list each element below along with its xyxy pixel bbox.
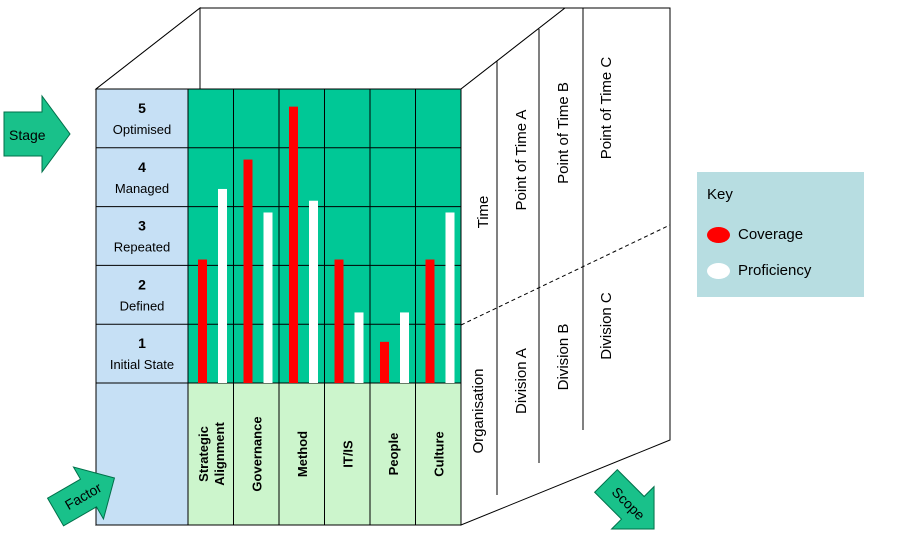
stage-number: 2 (138, 276, 146, 292)
stage-name: Repeated (114, 240, 170, 255)
stage-number: 4 (138, 159, 146, 175)
factor-cell (233, 382, 280, 526)
stage-name: Initial State (110, 357, 174, 372)
stage-column (95, 88, 189, 384)
coverage-bar (198, 259, 207, 383)
coverage-swatch (707, 226, 730, 243)
factor-arrow: Factor (46, 466, 116, 527)
key-title: Key (707, 186, 733, 203)
factor-cell (187, 382, 234, 526)
organisation-header: Organisation (470, 368, 487, 453)
factor-cell (415, 382, 462, 526)
scope-divider-dashed (460, 224, 671, 326)
factor-cell (369, 382, 416, 526)
legend-item-proficiency: Proficiency (707, 262, 811, 279)
time-header: Time (475, 196, 492, 229)
proficiency-bar (218, 188, 227, 383)
stage-name: Optimised (113, 122, 172, 137)
factor-cell (278, 382, 325, 526)
stage-arrow: Stage (3, 94, 71, 174)
factor-cell (324, 382, 371, 526)
stage-name: Defined (120, 298, 165, 313)
proficiency-bar (309, 200, 318, 383)
factor-label: People (386, 433, 401, 476)
time-point-label: Point of Time C (598, 57, 615, 160)
stage-number: 5 (138, 100, 146, 116)
time-point-label: Point of Time B (555, 82, 572, 184)
legend-key: Key Coverage Proficiency (697, 172, 864, 297)
stage-arrow-icon (3, 94, 71, 174)
coverage-label: Coverage (738, 226, 804, 243)
factor-label: Method (295, 431, 310, 477)
proficiency-swatch (707, 262, 730, 279)
division-label: Division A (513, 348, 530, 414)
factor-label: Culture (431, 431, 446, 477)
stage-name: Managed (115, 181, 169, 196)
proficiency-bar (354, 312, 364, 383)
proficiency-bar (400, 312, 409, 383)
stage-arrow-label: Stage (9, 127, 46, 143)
coverage-bar (380, 341, 389, 383)
division-label: Division C (598, 292, 615, 360)
factor-label: Governance (249, 416, 264, 491)
scope-arrow: Scope (593, 468, 655, 530)
time-point-label: Point of Time A (513, 110, 530, 211)
factor-label: Alignment (212, 422, 227, 486)
proficiency-bar (445, 212, 455, 383)
factor-label: IT/IS (340, 440, 355, 468)
factor-corner-cell (95, 382, 189, 526)
factor-arrow-icon (46, 466, 116, 527)
coverage-bar (289, 106, 298, 383)
stage-number: 1 (138, 335, 146, 351)
coverage-bar (243, 159, 253, 383)
legend-item-coverage: Coverage (707, 226, 803, 243)
factor-label: Strategic (196, 426, 211, 482)
division-label: Division B (555, 324, 572, 391)
proficiency-bar (263, 212, 273, 383)
stage-number: 3 (138, 218, 146, 234)
scope-arrow-icon (593, 468, 655, 530)
coverage-bar (425, 259, 435, 383)
proficiency-label: Proficiency (738, 262, 812, 279)
coverage-bar (334, 259, 344, 383)
